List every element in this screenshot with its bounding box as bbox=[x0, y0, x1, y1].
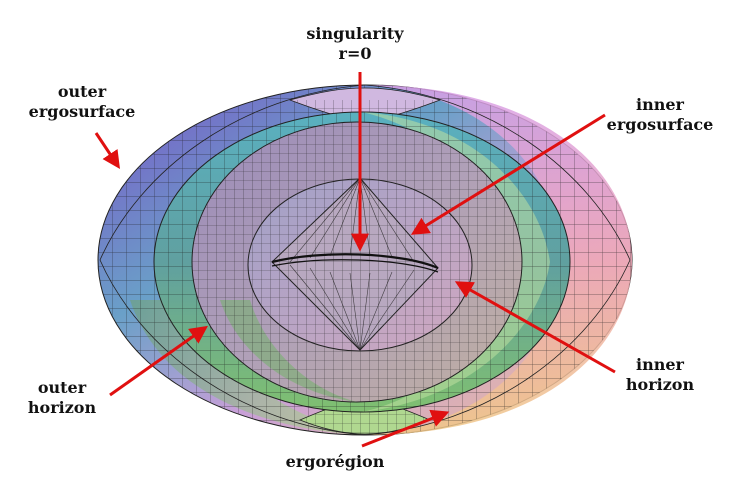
arrow-outer-ergosurface bbox=[94, 132, 120, 169]
label-outer-ergosurface: outer ergosurface bbox=[22, 82, 142, 122]
annotation-arrows bbox=[94, 72, 616, 448]
label-singularity-line2: r=0 bbox=[338, 44, 372, 63]
arrow-ergoregion bbox=[361, 409, 450, 448]
arrow-inner-horizon bbox=[454, 281, 616, 374]
label-inner-horizon: inner horizon bbox=[610, 355, 710, 395]
arrow-outer-horizon bbox=[109, 325, 208, 397]
label-ergoregion-line1: ergorégion bbox=[285, 452, 385, 471]
label-inner-horizon-line1: inner bbox=[636, 355, 684, 374]
label-outer-horizon: outer horizon bbox=[16, 378, 108, 418]
label-outer-horizon-line2: horizon bbox=[27, 398, 97, 417]
label-inner-horizon-line2: horizon bbox=[625, 375, 695, 394]
label-inner-ergosurface: inner ergosurface bbox=[600, 95, 720, 135]
label-singularity-line1: singularity bbox=[306, 24, 404, 43]
label-singularity: singularity r=0 bbox=[300, 24, 410, 64]
label-outer-ergosurface-line1: outer bbox=[57, 82, 107, 101]
label-inner-ergosurface-line1: inner bbox=[636, 95, 684, 114]
label-ergoregion: ergorégion bbox=[275, 452, 395, 472]
arrow-inner-ergosurface bbox=[410, 113, 606, 235]
singularity-cone bbox=[271, 177, 439, 351]
label-outer-ergosurface-line2: ergosurface bbox=[28, 102, 136, 121]
label-inner-ergosurface-line2: ergosurface bbox=[606, 115, 714, 134]
label-outer-horizon-line1: outer bbox=[37, 378, 87, 397]
